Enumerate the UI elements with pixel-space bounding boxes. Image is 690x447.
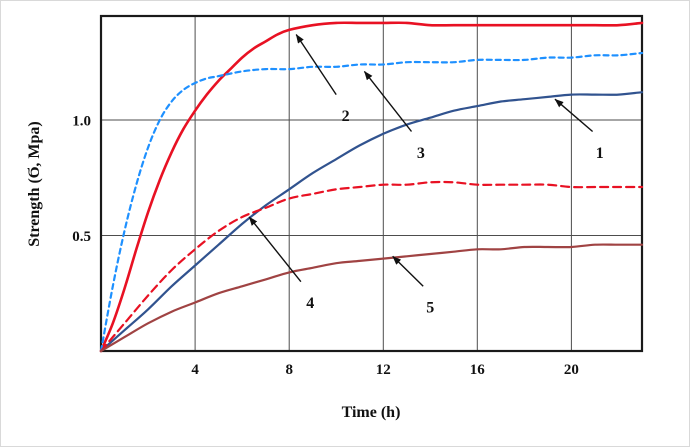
x-tick-label: 20 bbox=[564, 362, 579, 378]
curve-label-2: 2 bbox=[342, 108, 350, 125]
y-tick-label: 1.0 bbox=[72, 113, 91, 129]
x-tick-label: 16 bbox=[470, 362, 486, 378]
curve-5 bbox=[99, 243, 644, 353]
y-tick-label: 0.5 bbox=[72, 229, 91, 245]
annotations: 1 2 3 4 5 bbox=[248, 34, 604, 317]
curve-1 bbox=[99, 91, 644, 353]
curve-pointer-arrow-3 bbox=[363, 70, 413, 132]
curve-4 bbox=[99, 180, 644, 353]
x-axis-title: Time (h) bbox=[341, 404, 401, 421]
curve-pointer-arrow-5 bbox=[392, 255, 424, 287]
curve-label-3: 3 bbox=[417, 145, 425, 162]
plot-frame bbox=[99, 14, 644, 353]
curve-pointer-arrow-2 bbox=[295, 34, 337, 95]
curve-pointer-arrow-1 bbox=[554, 98, 594, 133]
curve-3 bbox=[99, 51, 644, 353]
curve-label-1: 1 bbox=[596, 145, 604, 162]
curve-pointer-arrow-4 bbox=[248, 216, 302, 283]
x-tick-label: 4 bbox=[191, 362, 199, 378]
curve-2 bbox=[99, 21, 644, 353]
x-tick-label: 8 bbox=[285, 362, 293, 378]
curve-label-5: 5 bbox=[426, 300, 434, 317]
tick-labels: 4 8 12 16 20 0.5 1.0 bbox=[72, 113, 579, 378]
y-axis-title: Strength (Ϭ, Mpa) bbox=[26, 121, 43, 247]
x-tick-label: 12 bbox=[376, 362, 391, 378]
gridlines bbox=[101, 16, 642, 351]
curve-label-4: 4 bbox=[306, 295, 314, 312]
